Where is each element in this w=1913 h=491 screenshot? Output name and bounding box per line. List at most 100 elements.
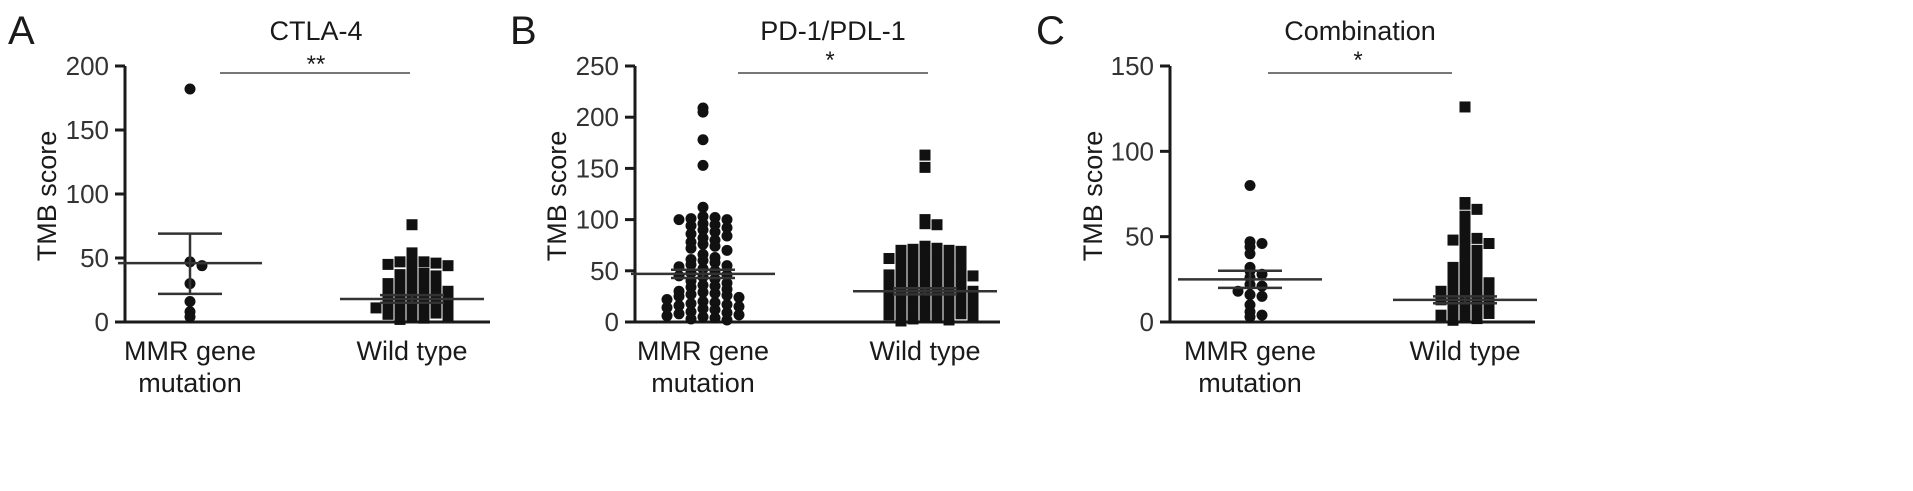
panel-b-point (697, 311, 709, 323)
panel-b-point (721, 244, 733, 256)
panel-b-categories: MMR gene mutation Wild type (637, 336, 981, 398)
panel-b-point (907, 313, 919, 325)
panel-b-point (673, 308, 685, 320)
panel-b-marks (631, 72, 997, 327)
panel-b-point (919, 240, 931, 252)
panel-a-point (418, 312, 430, 324)
panel-b-point (721, 260, 733, 272)
panel-c-point (1471, 232, 1483, 244)
panel-a-point (382, 299, 394, 311)
panel-b-point (721, 214, 733, 226)
panel-c-point (1256, 290, 1268, 302)
panel-b-point (967, 293, 979, 305)
panel-b-point (883, 301, 895, 313)
panel-b-point (721, 289, 733, 301)
panel-c-point (1459, 222, 1471, 234)
panel-b-point (931, 279, 943, 291)
panel-a-y-tick-label: 150 (66, 115, 109, 145)
panel-b-category-label: MMR gene mutation (637, 336, 769, 398)
panel-b-point (685, 242, 697, 254)
panel-c-category-label: MMR gene mutation (1184, 336, 1316, 398)
panel-b-y-tick-label: 150 (576, 153, 619, 183)
panel-c-point (1471, 304, 1483, 316)
panel-c-point (1471, 244, 1483, 256)
panel-b-point (955, 262, 967, 274)
panel-c-point (1447, 261, 1459, 273)
panel-b-point (955, 283, 967, 295)
panel-b-point (697, 159, 709, 171)
panel-b-point (673, 270, 685, 282)
panel-b-point (931, 247, 943, 259)
panel-b-point (697, 238, 709, 250)
panel-b-y-tick-label: 0 (605, 307, 619, 337)
panel-b-point (955, 268, 967, 280)
panel-c-point (1459, 302, 1471, 314)
panel-b-point (721, 299, 733, 311)
panel-b-point (931, 312, 943, 324)
panel-c-point (1459, 101, 1471, 113)
panel-a-category-label: MMR gene mutation (124, 336, 256, 398)
panel-a-category-label: Wild type (356, 336, 467, 366)
panel-a-marks (118, 72, 484, 325)
panel-c-categories: MMR gene mutation Wild type (1184, 336, 1521, 398)
panel-c-point (1244, 248, 1256, 260)
panel-b-point (907, 297, 919, 309)
panel-a-y-tick-label: 50 (80, 243, 109, 273)
panel-c-point (1256, 237, 1268, 249)
panel-b-point (697, 224, 709, 236)
panel-c-point (1459, 265, 1471, 277)
panel-b-point (919, 218, 931, 230)
panel-b-title: PD-1/PDL-1 (760, 16, 906, 46)
panel-a-point (406, 247, 418, 259)
panel-b-point (943, 298, 955, 310)
panel-c-y-axis: 0 50 100 150 (1111, 51, 1535, 337)
panel-a-categories: MMR gene mutation Wild type (124, 336, 468, 398)
panel-c-marks (1178, 72, 1537, 326)
panel-b-point (919, 161, 931, 173)
panel-a-point (442, 301, 454, 313)
panel-b-point (895, 261, 907, 273)
panel-a-point (442, 310, 454, 322)
panel-b-y-tick-label: 250 (576, 51, 619, 81)
panel-c-point (1483, 307, 1495, 319)
panel-b-y-tick-label: 50 (590, 256, 619, 286)
panel-c-point (1471, 251, 1483, 263)
panel-c-point (1447, 314, 1459, 326)
panel-b-point (685, 313, 697, 325)
panel-b-point (883, 269, 895, 281)
panel-c-point (1435, 285, 1447, 297)
panel-b-point (967, 310, 979, 322)
panel-b-point (697, 106, 709, 118)
panel-b-point (697, 134, 709, 146)
panel-a-point (406, 271, 418, 283)
panel-b-point (943, 306, 955, 318)
panel-b-point (895, 290, 907, 302)
panel-b-point (919, 294, 931, 306)
panel-b-point (895, 244, 907, 256)
panel-a-point (430, 283, 442, 295)
panel-a-point (394, 306, 406, 318)
panel-b-point (709, 287, 721, 299)
panel-c-point (1447, 306, 1459, 318)
panel-b-ylabel: TMB score (542, 131, 572, 262)
panel-c-point (1447, 275, 1459, 287)
panel-b-point (733, 291, 745, 303)
panel-letter-b: B (510, 9, 537, 53)
panel-b-point (967, 302, 979, 314)
panel-b-point (955, 300, 967, 312)
panel-c-point (1483, 292, 1495, 304)
panel-b-point (919, 278, 931, 290)
panel-a-point (430, 290, 442, 302)
panel-a-point (184, 296, 196, 308)
panel-b-point (907, 273, 919, 285)
panel-c-point (1459, 255, 1471, 267)
panel-b-point (931, 304, 943, 316)
panel-b-point (733, 309, 745, 321)
panel-b-point (955, 276, 967, 288)
panel-c-y-tick-label: 50 (1125, 222, 1154, 252)
panel-c-point (1471, 313, 1483, 325)
panel-b-point (919, 255, 931, 267)
panel-a: A CTLA-4 TMB score 0 50 100 150 200 MMR gene… (8, 9, 490, 398)
panel-b-point (721, 222, 733, 234)
panel-b-point (907, 248, 919, 260)
